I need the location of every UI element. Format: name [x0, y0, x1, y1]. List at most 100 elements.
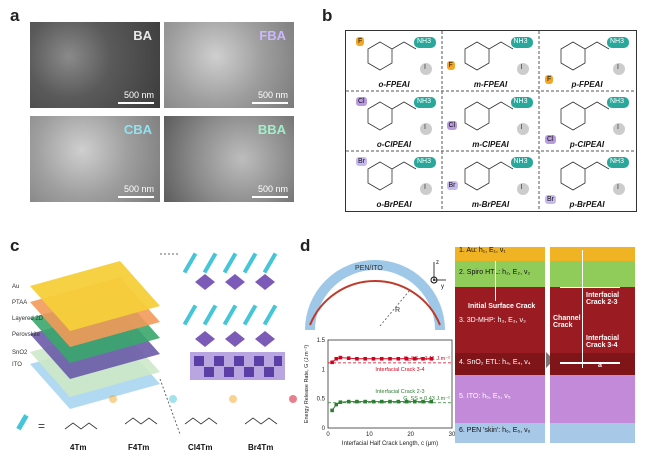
data-point	[404, 356, 409, 361]
iodide-label: I	[617, 64, 619, 71]
layer-au	[30, 261, 160, 331]
layer-pen: 6. PEN 'skin': h₆, E₆, ν₆	[455, 423, 545, 443]
molecule-name: p-ClPEAI	[569, 140, 605, 149]
molecule-label: Br4Tm	[248, 443, 273, 452]
data-point	[338, 355, 343, 360]
molecule-name: o-ClPEAI	[376, 140, 412, 149]
data-point	[404, 399, 409, 404]
molecule-name: m-FPEAI	[473, 80, 508, 89]
data-point	[371, 356, 376, 361]
y-tick-label: 0.5	[317, 397, 326, 403]
data-point	[330, 408, 334, 413]
iodide-label: I	[520, 184, 523, 191]
data-point	[413, 356, 417, 361]
crack23-label: Interfacial Crack 2-3	[586, 292, 620, 306]
layer-label: 1. Au: h₁, E₁, ν₁	[459, 247, 506, 254]
iodide-label: I	[424, 124, 426, 131]
y-tick-label: 0	[322, 426, 326, 432]
scale-bar-label: 500 nm	[257, 184, 288, 194]
layer-stack	[30, 261, 160, 409]
axis-z: z	[436, 260, 439, 266]
iodide-label: I	[617, 184, 619, 191]
energy-release-chart: 0 10 20 30 0 0.5 1 1.5 Interfacial Half Crack Le…	[304, 338, 456, 447]
x-axis-label: Interfacial Half Crack Length, c (μm)	[342, 441, 438, 447]
initial-crack-line	[495, 261, 496, 301]
data-point	[363, 356, 367, 361]
data-point	[429, 399, 434, 404]
iodide-label: I	[424, 184, 426, 191]
x-tick-label: 10	[366, 432, 373, 438]
substituent-badge: Br	[356, 157, 367, 166]
layer-label-sno2: SnO2	[12, 350, 28, 356]
layer-label-2d: Layered 2D	[12, 316, 44, 322]
layer-au-d: 1. Au: h₁, E₁, ν₁	[455, 247, 545, 261]
layer-label: 6. PEN 'skin': h₆, E₆, ν₆	[459, 427, 531, 434]
layer-label-au: Au	[12, 284, 19, 290]
iodide-circle	[420, 183, 432, 195]
sem-tag: CBA	[123, 122, 152, 137]
layer-ito-r	[550, 375, 635, 423]
data-point	[421, 356, 425, 361]
data-point	[396, 356, 401, 361]
iodide-circle	[613, 123, 625, 135]
y-tick-label: 1	[322, 367, 326, 373]
benzene-ring	[367, 161, 393, 191]
device-stack-diagram: Au PTAA Layered 2D Perovskite SnO2 ITO	[12, 252, 297, 452]
panel-label-d: d	[300, 236, 311, 255]
substituent-badge: Cl	[545, 135, 556, 144]
iodide-circle	[613, 183, 625, 195]
molecule-name: p-BrPEAI	[569, 200, 605, 209]
amine-label: NH3	[610, 158, 625, 165]
substituent-badge: F	[356, 37, 365, 46]
axis-y: y	[441, 284, 444, 290]
amine-label: NH3	[610, 38, 625, 45]
sem-tag: BA	[133, 28, 152, 43]
layer-au-r	[550, 247, 635, 261]
iodide-circle	[420, 123, 432, 135]
benzene-ring	[560, 41, 586, 71]
radius-label: R	[395, 307, 400, 314]
data-point	[334, 356, 339, 361]
data-point	[413, 399, 417, 404]
layer-label: 4. SnO₂ ETL: h₄, E₄, ν₄	[459, 359, 531, 366]
data-point	[355, 356, 359, 361]
iodide-label: I	[617, 124, 619, 131]
sem-tag: FBA	[259, 28, 286, 43]
iodide-label: I	[520, 64, 523, 71]
benzene-ring	[560, 161, 586, 191]
layer-label-ito: ITO	[12, 362, 22, 368]
panel-label-c: c	[10, 236, 20, 255]
iodide-circle	[516, 183, 529, 195]
amine-box	[607, 37, 629, 48]
data-point	[371, 399, 376, 404]
amine-label: NH3	[610, 98, 625, 105]
molecule-name: m-ClPEAI	[472, 140, 509, 149]
layer-spiro-r	[550, 261, 635, 287]
amine-label: NH3	[417, 158, 432, 165]
initial-crack-label: Initial Surface Crack	[468, 303, 536, 310]
amine-box	[510, 157, 533, 168]
data-point	[334, 402, 339, 407]
amine-box	[414, 97, 436, 108]
pen-icon	[16, 414, 29, 431]
benzene-ring	[464, 101, 489, 131]
substituent-badge: F	[545, 75, 554, 84]
data-point	[346, 356, 351, 360]
layer-ito-d: 5. ITO: h₅, E₅, ν₅	[455, 375, 545, 423]
molecule-label: Cl4Tm	[188, 443, 212, 452]
iodide-circle	[516, 123, 529, 135]
amine-label: NH3	[513, 38, 528, 45]
scale-bar	[252, 196, 288, 198]
halogen-markers	[109, 395, 297, 403]
crack23-line	[560, 287, 620, 288]
panel-label-a: a	[10, 6, 20, 25]
amine-label: NH3	[513, 158, 528, 165]
sem-image-bba: BBA 500 nm	[164, 116, 294, 202]
crack-length-a: a	[598, 362, 602, 369]
iodide-circle	[420, 63, 432, 75]
scale-bar	[118, 196, 154, 198]
layer-spiro: 2. Spiro HTL: h₂, E₂, ν₂	[455, 261, 545, 287]
